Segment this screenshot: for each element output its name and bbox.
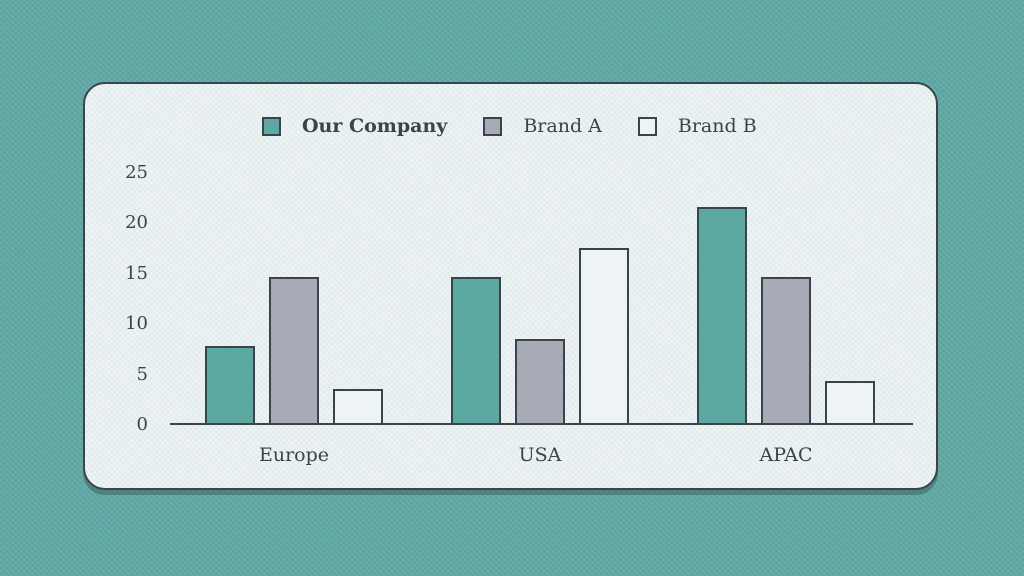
legend-item-our-company: Our Company xyxy=(262,114,448,137)
legend-item-brand-a: Brand A xyxy=(483,114,602,137)
bar-brand-b-usa xyxy=(579,248,629,425)
bar-our-company-usa xyxy=(451,277,501,425)
bar-group-europe xyxy=(205,277,383,425)
category-label-usa: USA xyxy=(518,444,562,466)
y-tick-label-20: 20 xyxy=(125,212,148,234)
legend-label-brand-b: Brand B xyxy=(677,114,757,137)
y-tick-label-5: 5 xyxy=(136,363,148,385)
bar-group-usa xyxy=(451,248,629,425)
bar-brand-b-europe xyxy=(333,389,383,425)
bar-brand-a-europe xyxy=(269,277,319,425)
category-label-europe: Europe xyxy=(258,444,330,466)
y-tick-label-10: 10 xyxy=(125,313,148,335)
bar-group-apac xyxy=(697,207,875,425)
category-label-apac: APAC xyxy=(759,444,813,466)
chart-legend: Our Company Brand A Brand B xyxy=(262,106,793,146)
legend-swatch-brand-a xyxy=(483,116,503,136)
bar-our-company-europe xyxy=(205,346,255,425)
legend-swatch-our-company xyxy=(262,116,281,136)
bar-brand-b-apac xyxy=(825,381,875,425)
bar-brand-a-usa xyxy=(515,339,565,425)
bar-brand-a-apac xyxy=(761,277,811,425)
legend-swatch-brand-b xyxy=(637,116,657,136)
legend-item-brand-b: Brand B xyxy=(637,114,757,137)
legend-label-our-company: Our Company xyxy=(302,114,448,137)
y-tick-label-0: 0 xyxy=(136,414,148,435)
y-tick-label-15: 15 xyxy=(125,262,148,284)
bar-our-company-apac xyxy=(697,207,747,425)
legend-label-brand-a: Brand A xyxy=(523,114,602,137)
plot-area: 0 5 10 15 20 25 Europe USA APAC xyxy=(85,84,936,488)
chart-card: Our Company Brand A Brand B 0 5 10 15 20 25 Eu… xyxy=(83,82,938,490)
y-tick-label-25: 25 xyxy=(125,162,148,183)
